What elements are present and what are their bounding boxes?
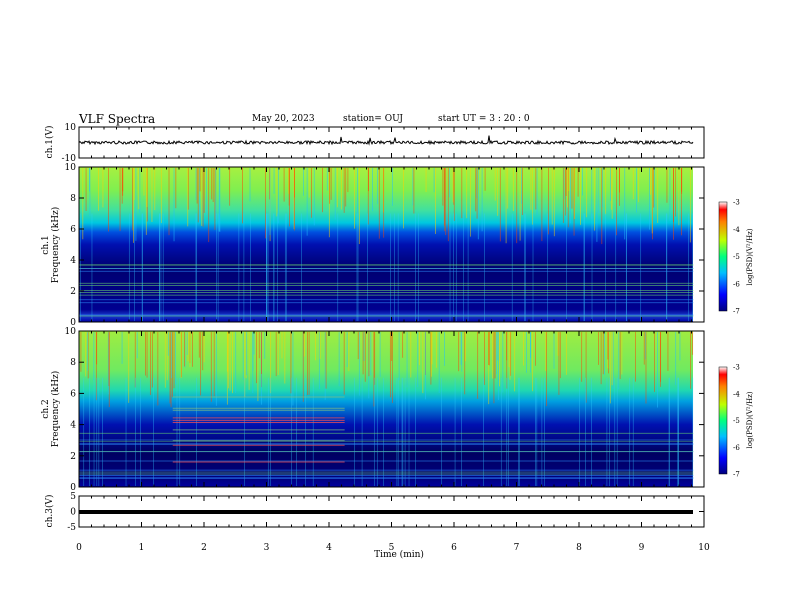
y-tick-label: 5 (70, 492, 76, 502)
ch2-spectrogram-ylabel-line2: Frequency (kHz) (50, 371, 61, 448)
colorbar-tick-label: -4 (733, 226, 740, 234)
page-title: VLF Spectra (79, 112, 156, 126)
colorbar-tick-label: -6 (733, 280, 740, 288)
start-time-label: start UT = 3 : 20 : 0 (438, 114, 530, 124)
ch2-colorbar (718, 366, 728, 475)
x-tick-label: 7 (514, 543, 520, 553)
y-tick-label: 6 (70, 225, 76, 235)
x-tick-label: 6 (451, 543, 457, 553)
x-tick-label: 1 (139, 543, 145, 553)
ch3-waveform-trace (79, 510, 693, 514)
axis-ticks (78, 126, 705, 528)
y-tick-label: 8 (70, 194, 76, 204)
colorbar-tick-label: -7 (733, 308, 740, 316)
ch1-waveform-trace (78, 135, 694, 146)
y-tick-label: 2 (70, 452, 76, 462)
y-tick-label: 0 (70, 318, 76, 328)
ch2-spectrogram-streaks (79, 332, 694, 486)
y-tick-label: 10 (65, 327, 77, 337)
ch1-spectrogram-background (79, 167, 693, 322)
ch2-spectrogram-ylabel-line1: ch.2 (41, 399, 51, 418)
y-tick-label: 6 (70, 389, 76, 399)
x-tick-label: 5 (389, 543, 395, 553)
colorbar-tick-label: -6 (733, 444, 740, 452)
ch1-spectrogram-ylabel-line1: ch.1 (41, 235, 51, 254)
x-tick-label: 2 (201, 543, 207, 553)
date-label: May 20, 2023 (252, 114, 315, 124)
ch1-spectrogram-streaks (79, 168, 694, 321)
y-tick-label: 4 (70, 421, 76, 431)
x-axis-label: Time (min) (374, 549, 424, 560)
y-tick-label: 10 (65, 163, 77, 173)
x-tick-label: 9 (639, 543, 645, 553)
colorbar-tick-label: -5 (733, 417, 740, 425)
y-tick-label: 0 (70, 508, 76, 518)
ch2-colorbar-label: log(PSD)(V²/Hz) (746, 391, 754, 448)
y-tick-label: 4 (70, 256, 76, 266)
y-tick-label: 10 (65, 123, 77, 133)
ch2-colorbar-tick-labels: -3 -4 -5 -6 -7 (733, 364, 740, 479)
x-tick-label: 4 (326, 543, 332, 553)
ch1-colorbar (718, 201, 728, 312)
colorbar-tick-label: -7 (733, 471, 740, 479)
colorbar-tick-label: -3 (733, 199, 740, 207)
colorbar-tick-label: -3 (733, 364, 740, 372)
y-tick-label: -5 (67, 523, 76, 533)
x-tick-label: 8 (576, 543, 582, 553)
ch1-waveform-ylabel: ch.1(V) (44, 126, 55, 159)
ch3-waveform-ylabel: ch.3(V) (44, 495, 55, 528)
ch1-colorbar-label: log(PSD)(V²/Hz) (746, 228, 754, 285)
ch1-spectrogram-ylabel-line2: Frequency (kHz) (50, 207, 61, 284)
x-tick-label: 3 (264, 543, 270, 553)
colorbar-tick-label: -5 (733, 253, 740, 261)
y-tick-label: -10 (62, 154, 77, 164)
x-tick-label: 0 (76, 543, 82, 553)
colorbar-tick-label: -4 (733, 390, 740, 398)
y-tick-label: 2 (70, 287, 76, 297)
ch1-colorbar-tick-labels: -3 -4 -5 -6 -7 (733, 199, 740, 316)
x-tick-label: 10 (698, 543, 710, 553)
y-tick-label: 0 (70, 483, 76, 493)
y-tick-label: 8 (70, 358, 76, 368)
station-label: station= OUJ (343, 114, 404, 124)
